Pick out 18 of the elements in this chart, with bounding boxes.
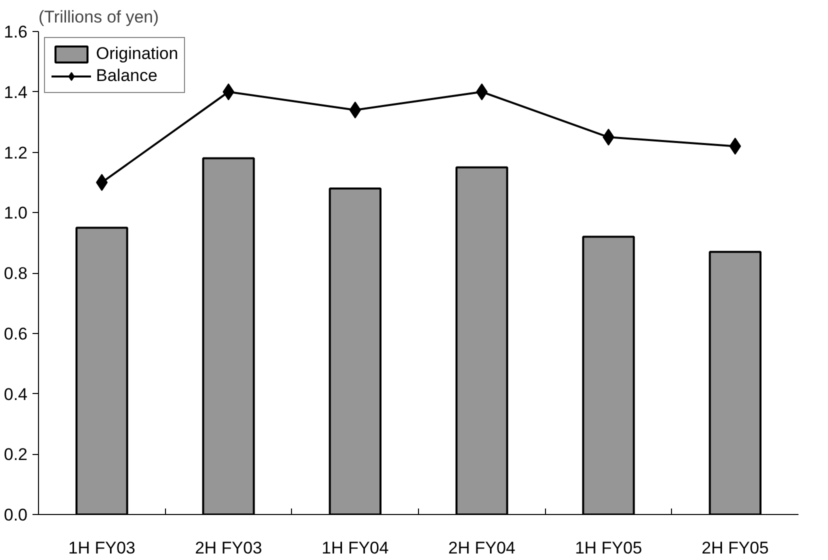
x-tick-label: 2H FY05 [702,538,769,558]
y-tick-label: 0.8 [4,264,28,283]
x-tick-label: 2H FY04 [448,538,516,558]
y-tick-label: 1.2 [4,143,28,162]
x-tick-label: 2H FY03 [194,538,262,558]
y-tick-label: 1.4 [4,82,28,102]
y-tick-label: 0.6 [4,324,28,344]
x-tick-label: 1H FY03 [68,538,136,558]
legend-label: Origination [96,44,178,64]
y-tick-label: 1.0 [4,204,28,223]
x-tick-label: 1H FY05 [574,538,642,558]
y-tick-label: 1.6 [4,22,28,42]
y-tick-label: 0.0 [4,506,28,524]
y-axis-title: (Trillions of yen) [38,8,159,26]
y-tick-label: 0.2 [4,445,28,464]
legend-label: Balance [96,66,158,86]
x-tick-label: 1H FY04 [322,538,389,558]
y-tick-label: 0.4 [4,384,28,404]
